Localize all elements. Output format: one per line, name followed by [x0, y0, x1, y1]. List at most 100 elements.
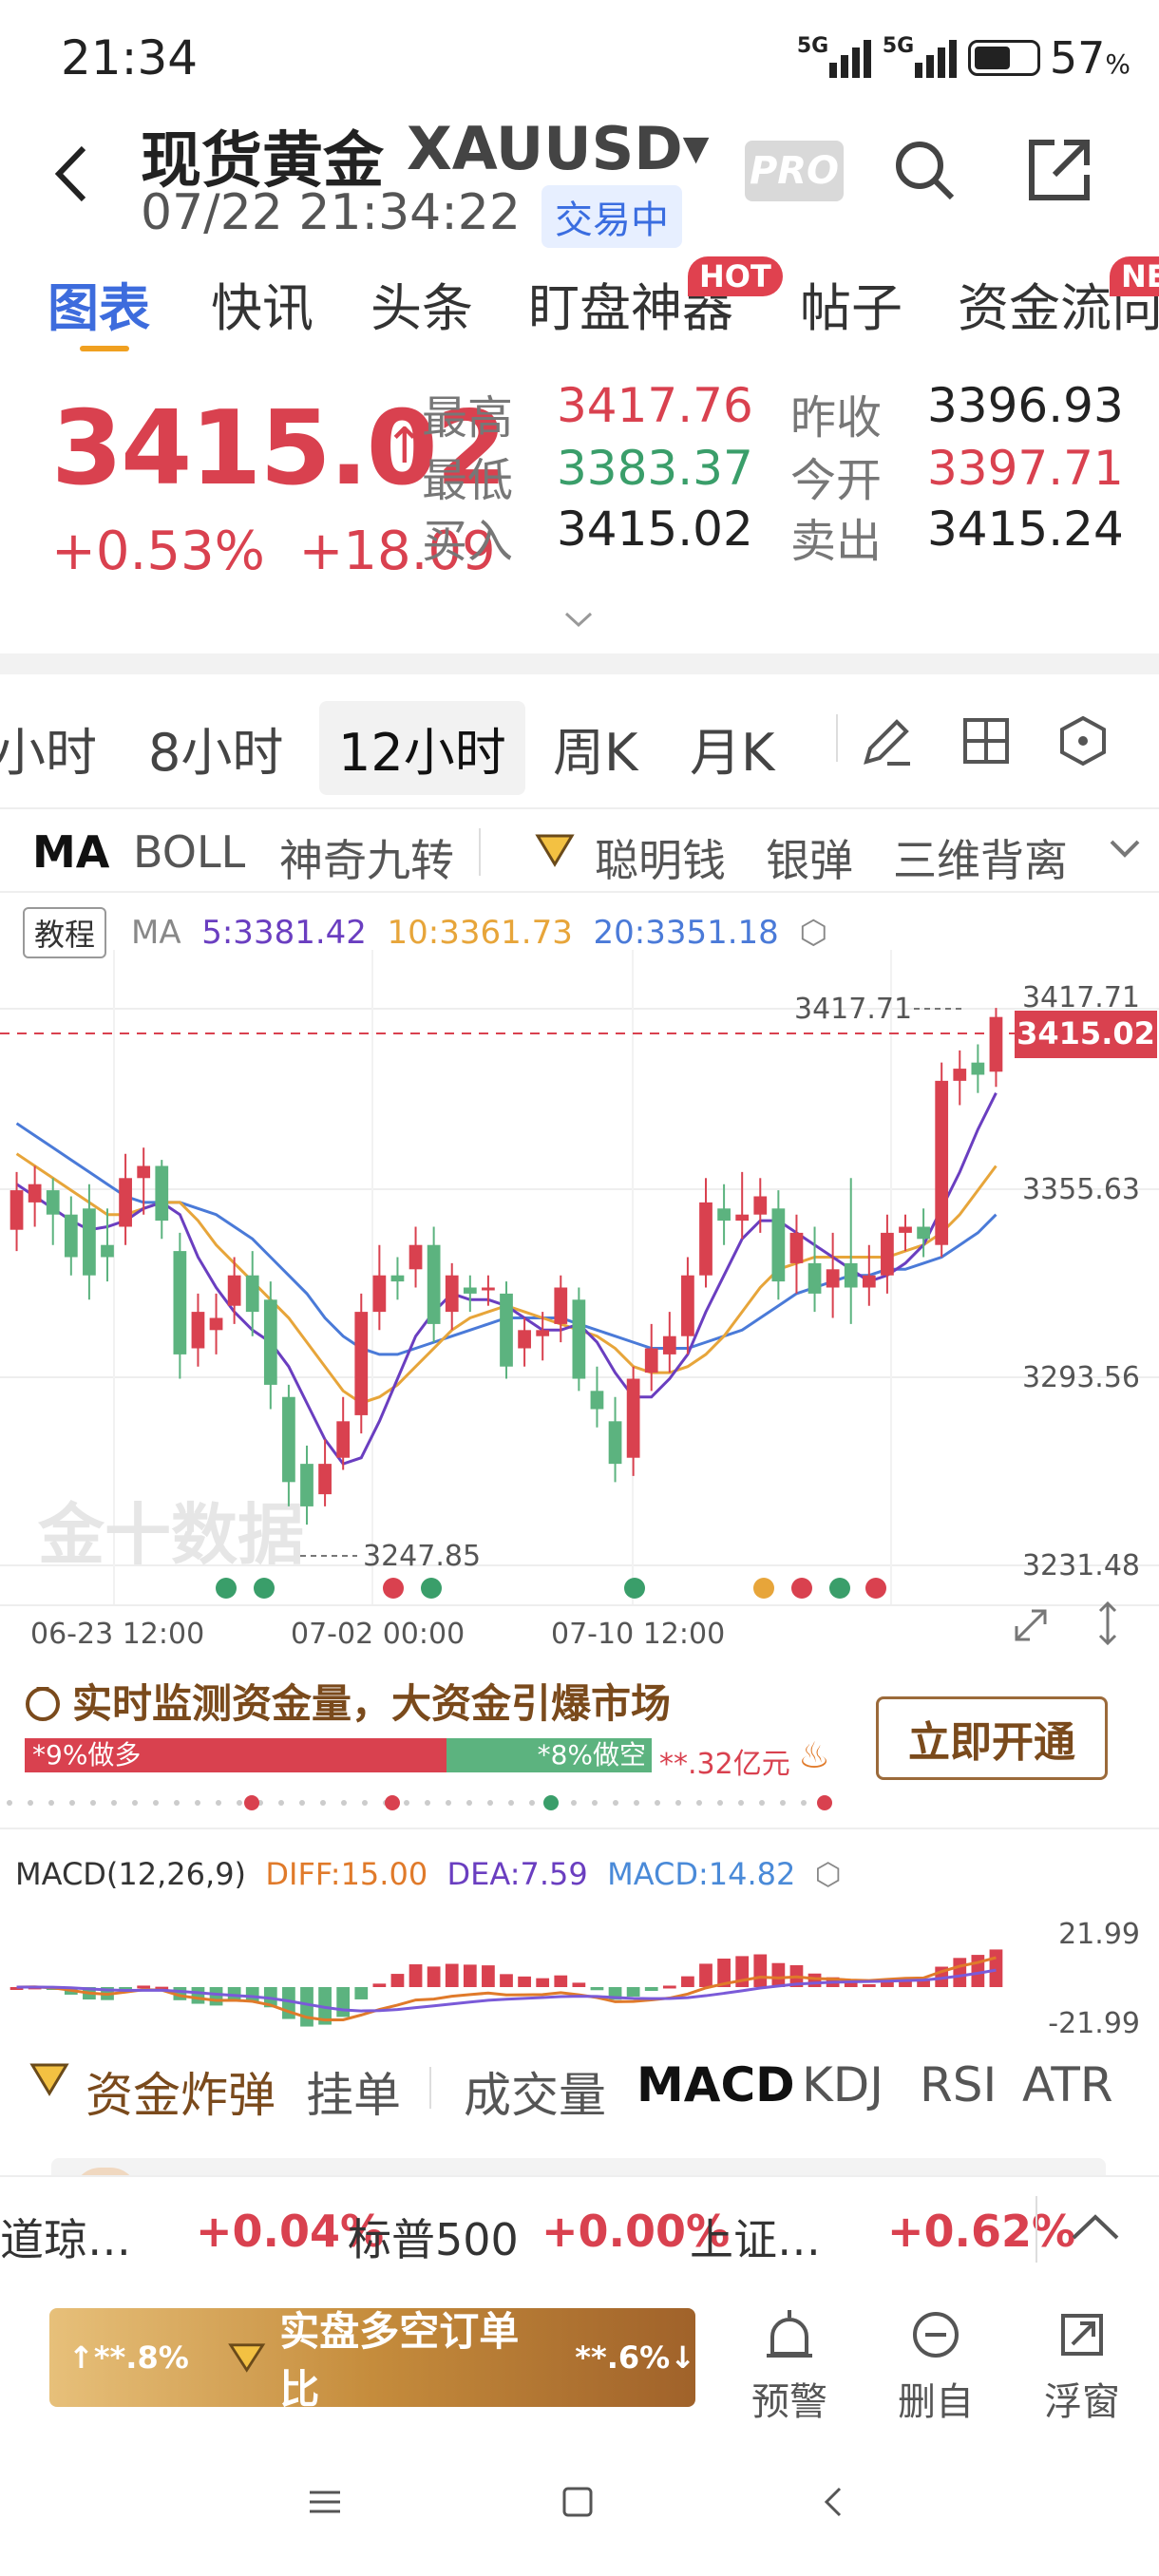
track-dot [613, 1800, 618, 1806]
ask-value: 3415.24 [927, 502, 1124, 557]
market-ticker[interactable]: 道琼… +0.04% 标普500 +0.00% 上证… +0.62% [0, 2175, 1159, 2282]
open-value: 3397.71 [927, 441, 1124, 496]
indicator-ma[interactable]: MA [32, 826, 110, 878]
indicator-nine[interactable]: 神奇九转 [279, 835, 454, 886]
period-month[interactable]: 月K [690, 723, 775, 783]
pro-button[interactable]: PRO [745, 141, 844, 201]
symbol-selector[interactable]: XAUUSD▼ [407, 114, 710, 183]
tab-monitor[interactable]: 盯盘神器 HOT [528, 256, 783, 341]
back-button[interactable] [48, 141, 95, 211]
macd-bar [844, 1981, 858, 1987]
macd-bar [137, 1985, 151, 1989]
period-week[interactable]: 周K [553, 723, 638, 783]
tab-fund-flow[interactable]: 资金流向 NE [958, 256, 1159, 341]
share-icon [1029, 140, 1090, 200]
track-dot [738, 1800, 744, 1806]
tab-macd[interactable]: MACD [636, 2057, 795, 2112]
candle-body [263, 1299, 277, 1385]
tab-posts[interactable]: 帖子 [800, 278, 902, 338]
macd-legend: MACD(12,26,9) DIFF:15.00 DEA:7.59 MACD:1… [15, 1856, 842, 1892]
candle-body [390, 1275, 405, 1282]
indicator-silver-bullet[interactable]: 银弹 [766, 835, 853, 886]
y-label-1: 3355.63 [1022, 1173, 1140, 1206]
track-dot [717, 1800, 723, 1806]
more-indicators-button[interactable] [1106, 834, 1144, 866]
track-dot [320, 1800, 326, 1806]
battery-icon [967, 40, 1040, 76]
track-dot [237, 1800, 242, 1806]
candlestick-chart[interactable]: 金十数据 3415.02 3417.71 3247.85 3417.71 335… [0, 950, 1159, 1662]
tab-flash[interactable]: 快讯 [211, 278, 314, 338]
tab-headlines[interactable]: 头条 [370, 278, 473, 338]
macd-bar [427, 1966, 441, 1987]
tab-volume[interactable]: 成交量 [464, 2068, 606, 2123]
share-button[interactable] [1026, 137, 1092, 207]
promo-title: 实时监测资金量，大资金引爆市场 [72, 1680, 672, 1727]
subscribe-button[interactable]: 立即开通 [876, 1696, 1108, 1780]
macd-chart[interactable]: 21.99 -21.99 [0, 1900, 1159, 2052]
menu-button[interactable] [306, 2483, 344, 2525]
period-12h[interactable]: 12小时 [319, 701, 525, 795]
track-dot [278, 1800, 284, 1806]
delete-watchlist-button[interactable]: 删自 [874, 2308, 998, 2426]
grid-icon [963, 718, 1009, 764]
macd-bar [500, 1974, 513, 1987]
track-dot [28, 1800, 33, 1806]
search-button[interactable] [891, 137, 958, 207]
divider [836, 714, 838, 762]
signal-icon-2: 5G [883, 34, 959, 82]
layout-button[interactable] [960, 714, 1013, 771]
macd-bar [245, 1987, 259, 2002]
fullscreen-icon [1015, 1609, 1047, 1641]
bid-value: 3415.02 [557, 502, 753, 557]
diamond-icon [27, 2059, 72, 2103]
candle-body [245, 1275, 259, 1313]
track-dot [696, 1800, 702, 1806]
candle-body [209, 1317, 223, 1331]
indicator-boll[interactable]: BOLL [133, 826, 246, 878]
indicator-divergence[interactable]: 三维背离 [893, 835, 1068, 886]
collapse-ticker-button[interactable] [1070, 2211, 1121, 2247]
float-window-icon [1061, 2314, 1103, 2356]
long-short-ratio-button[interactable]: ↑**.8% 实盘多空订单比 **.6%↓ [49, 2308, 695, 2413]
tab-rsi[interactable]: RSI [920, 2057, 998, 2112]
candle-body [463, 1287, 477, 1294]
status-icons: 5G 5G 57% [796, 32, 1130, 84]
float-window-button[interactable]: 浮窗 [1020, 2308, 1144, 2426]
period-8h[interactable]: 8小时 [148, 723, 284, 783]
macd-bar [572, 1982, 586, 1987]
candle-body [227, 1275, 241, 1306]
tab-kdj[interactable]: KDJ [802, 2057, 884, 2112]
expand-button[interactable] [562, 608, 595, 635]
left-percent: ↑**.8% [68, 2339, 189, 2376]
high-mark-label: 3417.71 [794, 993, 912, 1026]
macd-bar [953, 1958, 967, 1987]
dea-line [16, 1968, 997, 2013]
tab-orders[interactable]: 挂单 [306, 2068, 401, 2123]
system-back-button[interactable] [815, 2483, 853, 2525]
divider [429, 2067, 431, 2109]
track-dot [132, 1800, 138, 1806]
status-badge: 交易中 [542, 185, 682, 248]
track-dot [529, 1800, 535, 1806]
tab-fund-bomb[interactable]: 资金炸弹 [86, 2068, 276, 2123]
search-icon [896, 142, 955, 200]
period-hour[interactable]: 小时 [0, 723, 97, 783]
candle-body [482, 1287, 495, 1291]
candle-body [119, 1178, 132, 1227]
tab-atr[interactable]: ATR [1022, 2057, 1113, 2112]
promo-dots-track [7, 1795, 832, 1810]
indicator-smart-money[interactable]: 聪明钱 [595, 835, 726, 886]
candle-body [536, 1330, 550, 1336]
tutorial-badge[interactable]: 教程 [23, 907, 107, 958]
draw-tool-button[interactable] [859, 712, 916, 773]
settings-button[interactable] [1054, 712, 1112, 773]
low-value: 3383.37 [557, 441, 753, 496]
macd-bar [590, 1987, 604, 1991]
home-button[interactable] [559, 2483, 597, 2525]
candle-body [518, 1330, 531, 1349]
alert-button[interactable]: 预警 [728, 2308, 851, 2426]
candle-body [771, 1208, 786, 1282]
tab-chart[interactable]: 图表 [48, 278, 150, 338]
fire-icon: ♨ [798, 1734, 831, 1776]
